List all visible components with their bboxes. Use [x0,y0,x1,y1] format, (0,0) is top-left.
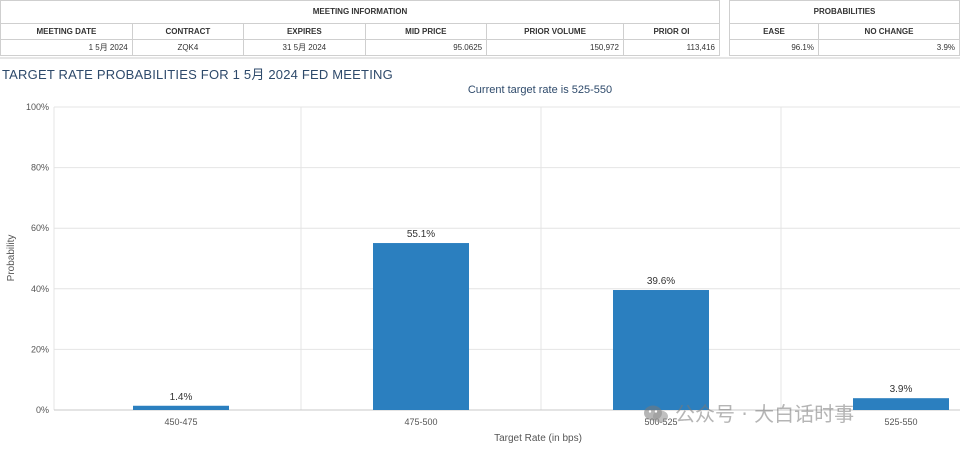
bar-data-labels: 1.4% 55.1% 39.6% 3.9% [170,229,913,403]
cell-prior-volume: 150,972 [486,39,624,56]
y-axis-title: Probability [6,235,17,282]
x-tick-label: 475-500 [404,417,437,427]
y-tick-label: 20% [31,344,49,354]
cell-no-change: 3.9% [818,39,960,56]
y-axis-ticks: 0% 20% 40% 60% 80% 100% [26,102,49,415]
watermark-text: 公众号 · 大白话时事 [675,402,855,426]
bar [613,290,709,410]
bar-data-label: 55.1% [407,229,435,240]
bar-data-label: 3.9% [890,384,913,395]
section-divider [0,57,960,59]
bar-data-label: 39.6% [647,276,675,287]
table-row: 1 5月 2024 ZQK4 31 5月 2024 95.0625 150,97… [0,39,721,56]
meeting-information-title: MEETING INFORMATION [0,0,720,24]
wechat-icon [643,404,669,424]
bar [853,398,949,410]
meeting-information-table: MEETING INFORMATION MEETING DATE CONTRAC… [0,0,721,56]
y-tick-label: 80% [31,163,49,173]
header-tables: MEETING INFORMATION MEETING DATE CONTRAC… [0,0,960,58]
cell-prior-oi: 113,416 [622,39,721,56]
chart-gridlines [53,106,960,411]
y-tick-label: 40% [31,284,49,294]
bar [373,243,469,410]
chart-bars [133,243,949,410]
chart-subtitle: Current target rate is 525-550 [467,84,613,96]
x-tick-label: 525-550 [884,417,917,427]
cell-mid-price: 95.0625 [364,39,488,56]
cell-expires: 31 5月 2024 [243,39,366,56]
cell-ease: 96.1% [729,39,819,56]
chart-title: TARGET RATE PROBABILITIES FOR 1 5月 2024 … [2,67,393,82]
y-tick-label: 100% [26,102,49,112]
watermark: 公众号 · 大白话时事 [643,398,854,427]
x-axis-title: Target Rate (in bps) [494,433,582,444]
cell-contract: ZQK4 [131,39,245,56]
x-tick-label: 450-475 [164,417,197,427]
y-tick-label: 60% [31,223,49,233]
y-tick-label: 0% [36,405,49,415]
bar-data-label: 1.4% [170,392,193,403]
table-row: 96.1% 3.9% [729,39,960,56]
bar [133,405,229,410]
probabilities-table: PROBABILITIES EASE NO CHANGE 96.1% 3.9% [729,0,960,56]
probabilities-title: PROBABILITIES [729,0,960,24]
